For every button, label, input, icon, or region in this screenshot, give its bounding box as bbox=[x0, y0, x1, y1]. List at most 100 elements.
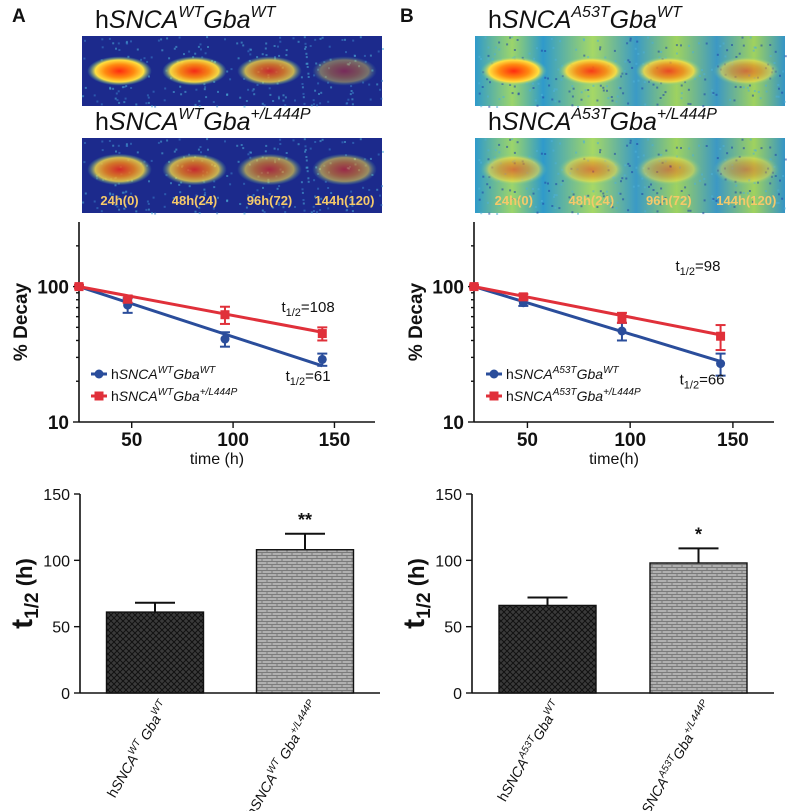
blot-band bbox=[480, 56, 548, 86]
blot-band bbox=[237, 153, 302, 186]
blot-band bbox=[635, 56, 703, 86]
half-life-annotation: t1/2=66 bbox=[680, 371, 725, 391]
x-tick-label: 100 bbox=[217, 430, 249, 451]
y-tick-label: 150 bbox=[43, 487, 70, 504]
y-tick-label: 10 bbox=[48, 413, 69, 434]
data-point-circle bbox=[220, 334, 230, 344]
y-tick-label: 150 bbox=[435, 487, 462, 504]
data-point-circle bbox=[317, 354, 327, 364]
blot-band bbox=[312, 153, 377, 186]
blot-band bbox=[162, 56, 227, 86]
data-point-square bbox=[74, 282, 84, 292]
y-axis-label: % Decay bbox=[406, 282, 427, 361]
x-tick-label: 100 bbox=[614, 430, 646, 451]
y-tick-label: 0 bbox=[61, 686, 70, 703]
bar bbox=[498, 604, 597, 694]
y-tick-label: 50 bbox=[52, 620, 70, 637]
category-label: hSNCAWT​ GbaWT​ bbox=[103, 697, 172, 800]
data-point-square bbox=[716, 331, 726, 341]
y-tick-label: 100 bbox=[432, 278, 464, 299]
bar bbox=[255, 549, 355, 694]
significance-marker: * bbox=[695, 524, 702, 544]
blot-title-b-l444p: hSNCAA53T​Gba+/L444P​ bbox=[488, 106, 717, 136]
x-axis-label: time (h) bbox=[190, 451, 244, 468]
lane-label: 24h(0) bbox=[100, 193, 138, 208]
y-tick-label: 10 bbox=[443, 413, 464, 434]
half-life-annotation: t1/2=61 bbox=[286, 368, 331, 388]
blot-title-b-wt: hSNCAA53T​GbaWT​ bbox=[488, 4, 683, 34]
blot-image-a-l444p: 24h(0) 48h(24) 96h(72) 144h(120) bbox=[82, 138, 384, 215]
blot-band bbox=[480, 153, 548, 186]
x-axis-label: time(h) bbox=[589, 451, 639, 468]
category-label: hSNCAWT​ Gba+/L444P​ bbox=[242, 698, 322, 811]
data-point-square bbox=[617, 313, 627, 323]
bar bbox=[105, 611, 205, 694]
blot-band bbox=[87, 153, 152, 186]
blot-title-a-l444p: hSNCAWT​Gba+/L444P​ bbox=[95, 106, 311, 136]
legend-label: hSNCAA53T​GbaWT​ bbox=[506, 365, 620, 382]
blot-band bbox=[162, 153, 227, 186]
lane-label: 96h(72) bbox=[646, 193, 692, 208]
x-tick-label: 50 bbox=[517, 430, 538, 451]
blot-band bbox=[713, 56, 780, 86]
fit-line-red bbox=[78, 285, 323, 334]
data-point-square bbox=[469, 282, 479, 292]
legend-label: hSNCAWT​Gba+/L444P​ bbox=[111, 387, 238, 404]
data-point-circle bbox=[716, 359, 726, 369]
half-life-annotation: t1/2=98 bbox=[676, 258, 721, 278]
legend-marker bbox=[94, 369, 104, 379]
lane-label: 24h(0) bbox=[495, 193, 533, 208]
panel-letter-a: A bbox=[12, 6, 26, 27]
lane-label: 144h(120) bbox=[315, 193, 375, 208]
data-point-circle bbox=[617, 326, 627, 336]
y-axis-label: t1/2 (h) bbox=[6, 558, 43, 629]
lane-label: 48h(24) bbox=[569, 193, 615, 208]
blot-image-b-l444p: 24h(0) 48h(24) 96h(72) 144h(120) bbox=[475, 138, 787, 215]
y-tick-label: 100 bbox=[43, 553, 70, 570]
blot-image-b-wt bbox=[475, 36, 787, 108]
x-tick-label: 150 bbox=[319, 430, 351, 451]
significance-marker: ** bbox=[298, 510, 312, 530]
y-tick-label: 100 bbox=[37, 278, 69, 299]
lane-label: 144h(120) bbox=[716, 193, 776, 208]
y-tick-label: 100 bbox=[435, 553, 462, 570]
data-point-square bbox=[518, 292, 528, 302]
legend-marker bbox=[489, 369, 499, 379]
y-tick-label: 0 bbox=[453, 686, 462, 703]
blot-title-a-wt: hSNCAWT​GbaWT​ bbox=[95, 4, 277, 34]
blot-band bbox=[312, 56, 377, 86]
fit-line-red bbox=[473, 285, 721, 337]
bar bbox=[649, 562, 748, 694]
y-axis-label: % Decay bbox=[11, 282, 32, 361]
legend-marker bbox=[94, 391, 104, 401]
legend-marker bbox=[489, 391, 499, 401]
category-label: hSNCAA53T​GbaWT​ bbox=[493, 697, 564, 804]
fit-line-blue bbox=[78, 285, 323, 368]
blot-band bbox=[237, 56, 302, 86]
blot-band bbox=[713, 153, 780, 186]
half-life-bar-chart-b: 0 50 100 150 t1/2 (h) hSNCAA53T​GbaWT​ * hSNCAA… bbox=[398, 487, 774, 811]
x-tick-label: 50 bbox=[121, 430, 142, 451]
lane-label: 48h(24) bbox=[172, 193, 218, 208]
panel-letter-b: B bbox=[400, 6, 414, 27]
x-tick-label: 150 bbox=[717, 430, 749, 451]
blot-band bbox=[558, 56, 625, 86]
fit-line-blue bbox=[473, 285, 722, 363]
data-point-square bbox=[220, 310, 230, 320]
y-tick-label: 50 bbox=[444, 620, 462, 637]
category-label: hSNCAA53T​Gba+/L444P​ bbox=[633, 698, 715, 811]
data-point-square bbox=[317, 329, 327, 339]
half-life-annotation: t1/2=108 bbox=[281, 299, 334, 319]
decay-chart-b: 10 100 50 100 150 time(h) % Decay hSNCAA53T​Gba… bbox=[406, 222, 774, 468]
legend-label: hSNCAA53T​Gba+/L444P​ bbox=[506, 387, 641, 404]
decay-chart-a: 10 100 50 100 150 time (h) % Decay hSNCAWT​GbaW… bbox=[11, 222, 375, 468]
y-axis-label: t1/2 (h) bbox=[398, 558, 435, 629]
blot-band bbox=[635, 153, 703, 186]
lane-label: 96h(72) bbox=[247, 193, 293, 208]
blot-image-a-wt bbox=[82, 36, 384, 108]
data-point-square bbox=[123, 294, 133, 304]
blot-band bbox=[558, 153, 625, 186]
blot-band bbox=[87, 56, 152, 86]
legend-label: hSNCAWT​GbaWT​ bbox=[111, 365, 216, 382]
